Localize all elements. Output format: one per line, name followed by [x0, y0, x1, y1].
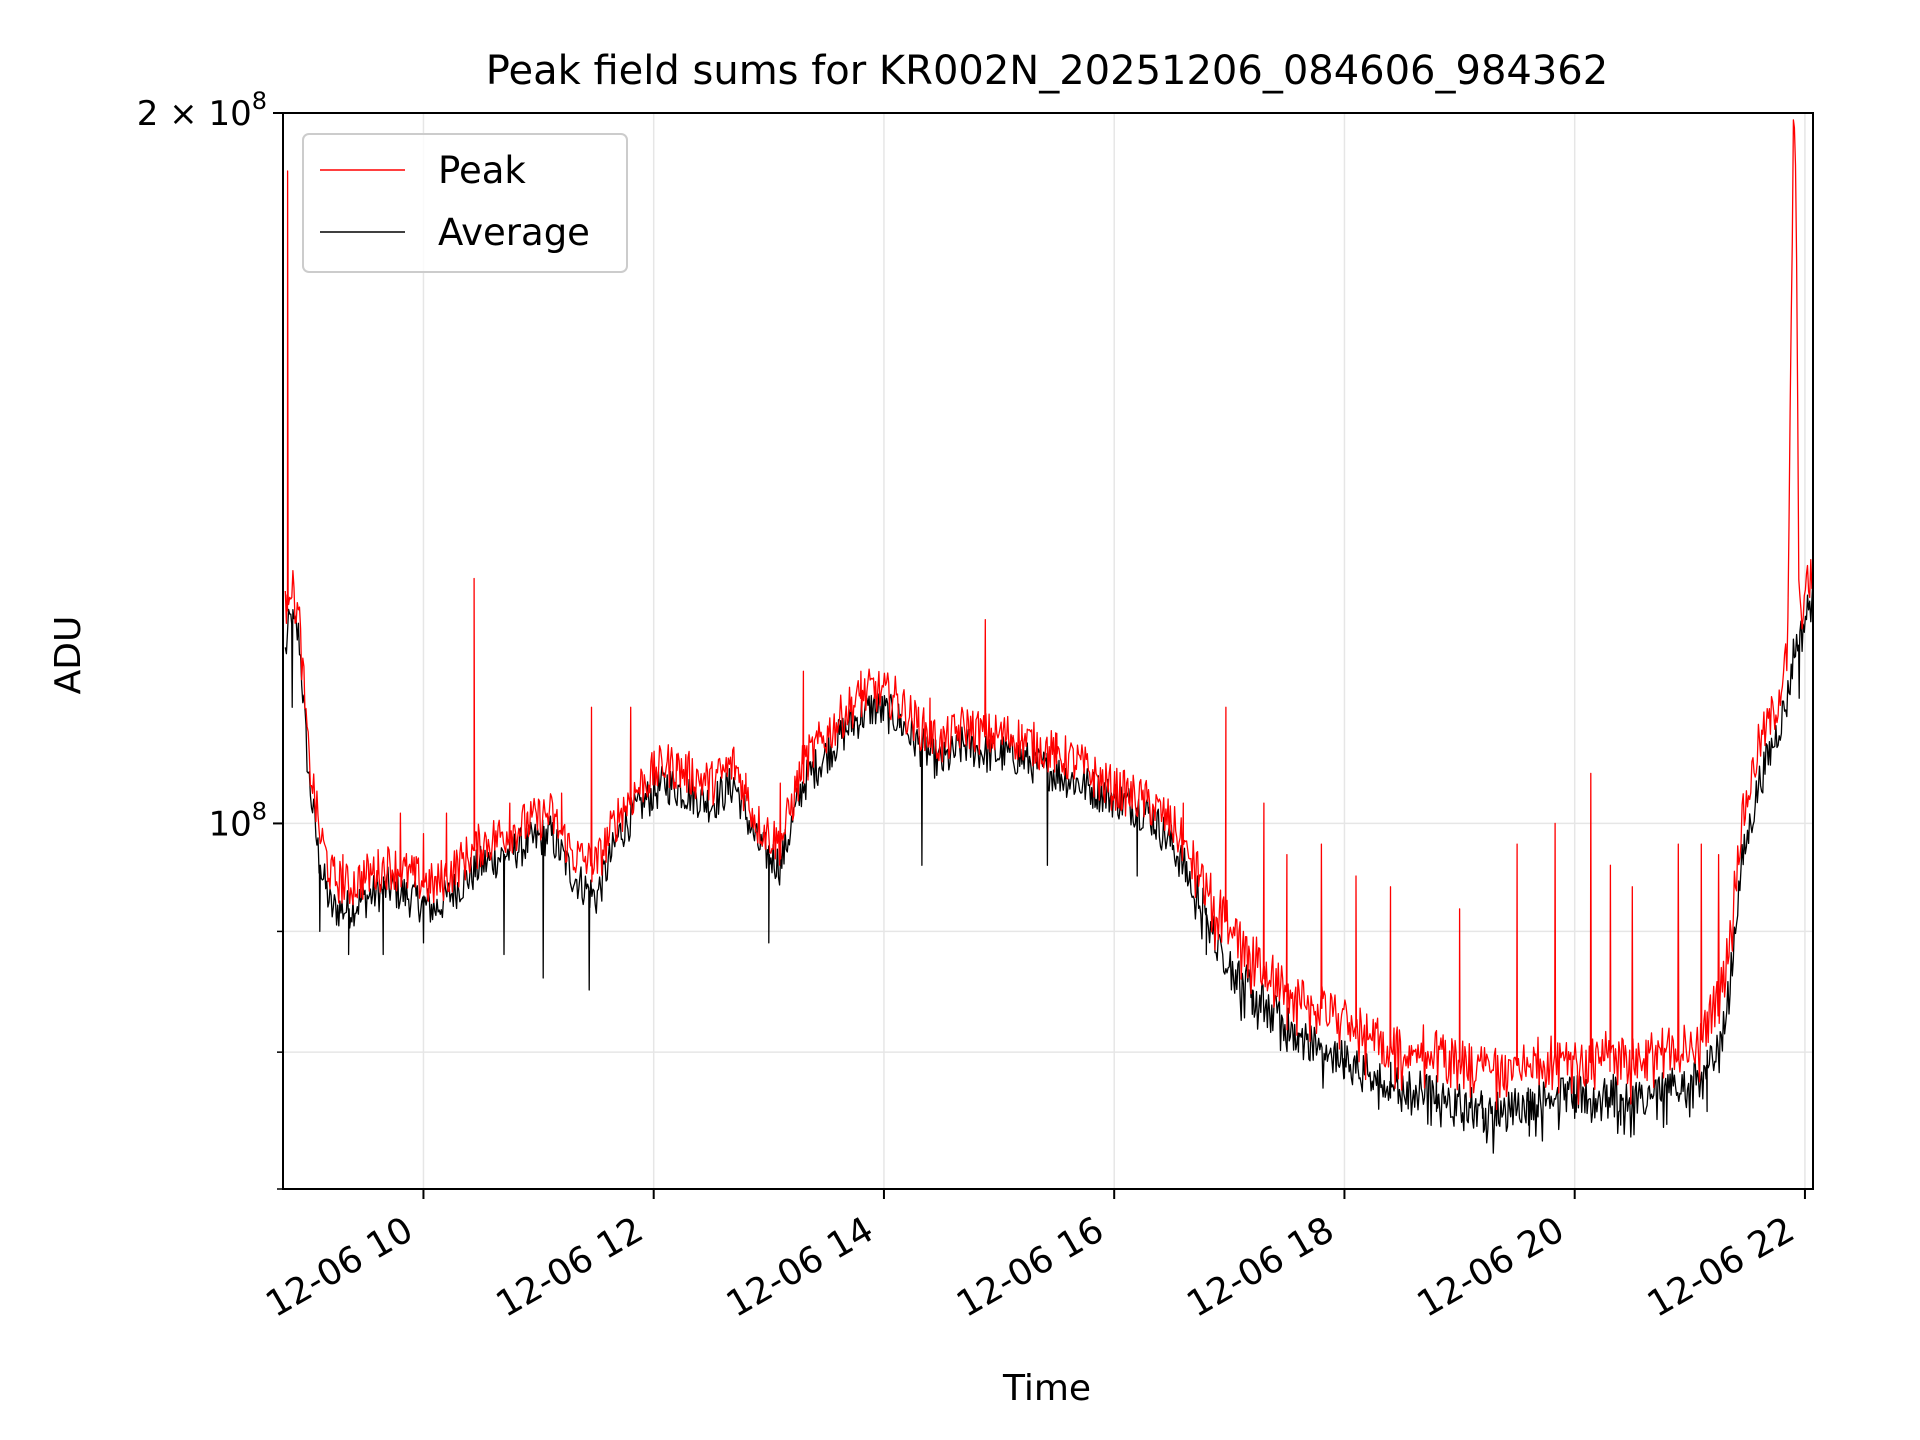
x-tick-label: 12-06 14 [720, 1209, 881, 1325]
legend-label-average: Average [438, 211, 590, 254]
y-axis-label: ADU [48, 616, 89, 695]
plot-frame [282, 112, 1814, 1190]
x-tick-label: 12-06 10 [259, 1209, 420, 1325]
x-tick-label: 12-06 22 [1641, 1209, 1802, 1325]
plot-series [284, 119, 1814, 1154]
x-tick-label: 12-06 16 [950, 1209, 1111, 1325]
x-axis-label: Time [1002, 1368, 1091, 1409]
grid-lines [283, 112, 1813, 1190]
y-tick-label: 108 [208, 797, 267, 844]
series-line-average [284, 579, 1814, 1154]
x-tick-label: 12-06 12 [490, 1209, 651, 1325]
x-tick-label: 12-06 20 [1411, 1209, 1572, 1325]
y-axis-ticks: 2 × 108 108 [137, 87, 283, 1190]
x-tick-label: 12-06 18 [1180, 1209, 1341, 1325]
chart-title: Peak field sums for KR002N_20251206_0846… [486, 48, 1608, 94]
y-tick-label: 2 × 108 [137, 87, 267, 134]
legend-box [302, 133, 628, 273]
x-axis-ticks: 12-06 10 12-06 12 12-06 14 12-06 16 12-06 18… [259, 1189, 1806, 1326]
legend-label-peak: Peak [438, 149, 526, 192]
legend: Peak Average [302, 133, 628, 273]
series-line-peak [284, 119, 1814, 1111]
